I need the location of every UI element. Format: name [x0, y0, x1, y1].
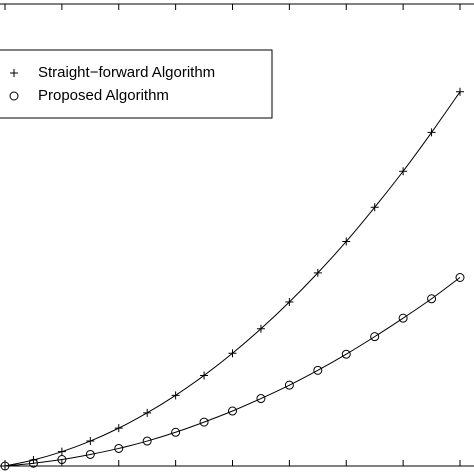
- circle-marker: [85, 449, 95, 459]
- circle-marker: [256, 394, 266, 404]
- plus-marker: [313, 268, 322, 277]
- circle-marker: [9, 91, 19, 101]
- circle-marker: [171, 427, 181, 437]
- legend-label: Straight−forward Algorithm: [38, 64, 215, 81]
- plus-marker: [114, 424, 123, 433]
- plus-marker: [171, 391, 180, 400]
- circle-marker: [57, 455, 67, 465]
- plus-marker: [228, 349, 237, 358]
- legend-label: Proposed Algorithm: [38, 87, 169, 104]
- circle-marker: [398, 313, 408, 323]
- circle-marker: [114, 443, 124, 453]
- circle-marker: [370, 332, 380, 342]
- plus-marker: [200, 371, 209, 380]
- plus-marker: [456, 87, 464, 96]
- plus-marker: [57, 447, 66, 456]
- circle-marker: [427, 294, 437, 304]
- plus-marker: [370, 203, 379, 212]
- circle-marker: [228, 406, 237, 416]
- circle-marker: [28, 458, 38, 468]
- legend: Straight−forward Algorithm Proposed Algor…: [0, 49, 273, 119]
- circle-marker: [0, 461, 10, 471]
- legend-box: [0, 49, 273, 119]
- series-line: [4, 91, 461, 467]
- plus-marker: [285, 297, 294, 306]
- plus-marker: [143, 408, 152, 417]
- circle-marker: [313, 365, 323, 375]
- plus-marker: [86, 437, 95, 446]
- circle-marker: [341, 349, 351, 359]
- plus-marker: [256, 324, 265, 333]
- plus-marker: [399, 167, 408, 176]
- plus-marker: [342, 237, 351, 246]
- circle-marker: [455, 273, 465, 283]
- circle-marker: [142, 436, 152, 446]
- plus-marker: [10, 69, 18, 77]
- plus-marker: [427, 128, 436, 137]
- circle-marker: [199, 417, 209, 427]
- circle-marker: [284, 380, 294, 390]
- series-line: [4, 277, 461, 467]
